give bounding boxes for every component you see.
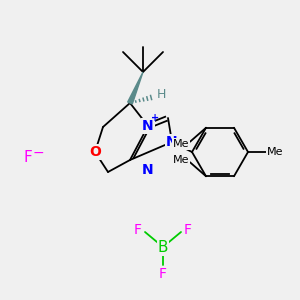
- Text: N: N: [142, 163, 154, 177]
- Text: Me: Me: [173, 139, 189, 149]
- Text: Me: Me: [173, 155, 189, 165]
- Text: H: H: [156, 88, 166, 100]
- Text: +: +: [151, 113, 159, 123]
- Text: B: B: [158, 239, 168, 254]
- Text: N: N: [166, 135, 178, 149]
- Text: F: F: [159, 267, 167, 281]
- Text: Me: Me: [267, 147, 283, 157]
- Text: F: F: [24, 151, 32, 166]
- Text: O: O: [89, 145, 101, 159]
- Text: F: F: [134, 223, 142, 237]
- Polygon shape: [128, 72, 143, 104]
- Text: F: F: [184, 223, 192, 237]
- Text: N: N: [142, 119, 154, 133]
- Text: −: −: [32, 146, 44, 160]
